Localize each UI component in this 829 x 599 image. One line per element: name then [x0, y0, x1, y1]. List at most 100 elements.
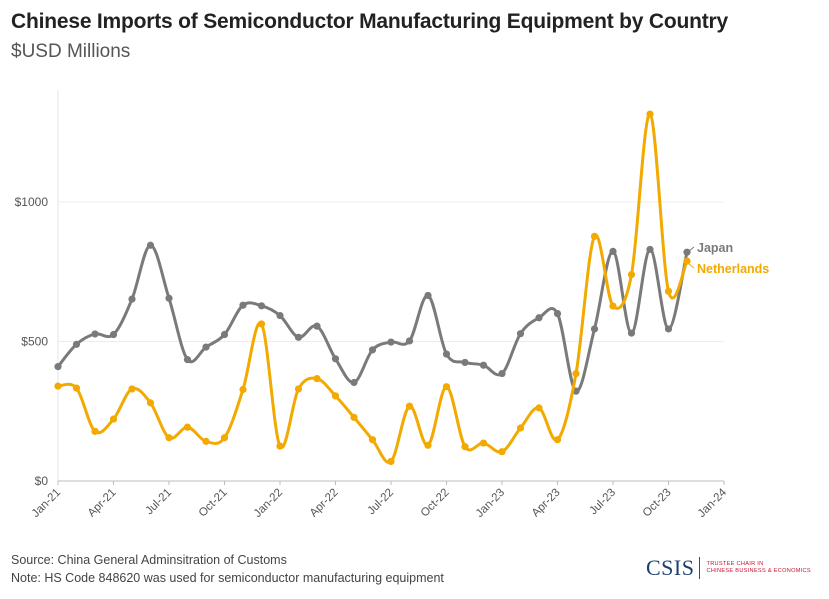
- data-point-japan: [424, 291, 432, 300]
- data-point-netherlands: [479, 439, 488, 447]
- data-point-netherlands: [276, 442, 284, 450]
- data-point-japan: [368, 346, 377, 354]
- data-point-japan: [461, 358, 469, 367]
- data-point-netherlands: [405, 402, 414, 410]
- label-connector-japan: [688, 246, 695, 252]
- data-point-japan: [590, 325, 599, 333]
- data-point-netherlands: [313, 375, 321, 383]
- x-tick-label: Apr-22: [308, 487, 341, 520]
- data-point-netherlands: [461, 443, 469, 451]
- data-point-japan: [405, 337, 414, 345]
- data-point-japan: [387, 338, 395, 346]
- data-point-netherlands: [627, 270, 636, 279]
- data-point-netherlands: [553, 436, 562, 444]
- data-point-japan: [239, 301, 247, 309]
- x-tick-label: Jul-21: [143, 487, 174, 518]
- data-point-japan: [313, 322, 321, 330]
- methodology-note: Note: HS Code 848620 was used for semico…: [11, 571, 444, 585]
- data-point-japan: [202, 343, 210, 351]
- data-point-japan: [664, 325, 673, 333]
- data-point-japan: [609, 247, 617, 255]
- data-point-netherlands: [128, 385, 136, 393]
- data-point-netherlands: [350, 413, 358, 421]
- data-point-netherlands: [442, 383, 451, 391]
- data-point-japan: [183, 356, 192, 364]
- y-tick-label: $500: [21, 335, 48, 349]
- data-point-netherlands: [590, 232, 599, 240]
- data-point-netherlands: [183, 423, 192, 431]
- y-tick-label: $1000: [15, 195, 49, 209]
- data-point-japan: [646, 245, 654, 254]
- data-point-netherlands: [331, 392, 340, 400]
- data-point-netherlands: [165, 434, 173, 442]
- csis-logo: CSIS TRUSTEE CHAIR IN CHINESE BUSINESS &…: [646, 553, 811, 583]
- data-point-japan: [109, 330, 118, 339]
- x-tick-label: Jul-22: [365, 487, 396, 518]
- data-point-netherlands: [294, 385, 303, 393]
- data-point-netherlands: [109, 415, 118, 423]
- data-point-japan: [350, 378, 358, 387]
- data-point-netherlands: [498, 448, 506, 456]
- data-point-netherlands: [387, 457, 395, 466]
- series-label-japan: Japan: [697, 241, 733, 255]
- data-point-japan: [276, 311, 284, 320]
- data-point-netherlands: [146, 399, 155, 407]
- label-connector-netherlands: [688, 263, 695, 269]
- data-point-japan: [257, 302, 266, 310]
- data-point-japan: [165, 294, 173, 302]
- data-point-netherlands: [516, 424, 525, 432]
- x-tick-label: Jan-23: [474, 487, 507, 520]
- data-point-japan: [54, 363, 62, 371]
- logo-wordmark: CSIS: [646, 555, 695, 580]
- data-point-japan: [91, 330, 99, 338]
- source-note: Source: China General Adminsitration of …: [11, 553, 287, 567]
- data-point-netherlands: [646, 110, 654, 118]
- data-point-netherlands: [257, 320, 266, 328]
- data-point-japan: [479, 361, 488, 369]
- x-tick-label: Apr-23: [530, 487, 563, 520]
- logo-tagline-line1: TRUSTEE CHAIR IN: [706, 561, 764, 567]
- data-point-japan: [553, 310, 562, 318]
- data-point-netherlands: [368, 436, 377, 444]
- logo-divider: [699, 557, 701, 579]
- data-point-netherlands: [683, 257, 691, 265]
- y-tick-label: $0: [35, 474, 49, 488]
- series-line-netherlands: [56, 112, 689, 464]
- data-point-japan: [331, 355, 340, 363]
- data-point-netherlands: [202, 437, 210, 445]
- chart-subtitle: $USD Millions: [11, 41, 131, 62]
- x-tick-label: Jul-23: [587, 487, 618, 518]
- logo-tagline-line2: CHINESE BUSINESS & ECONOMICS: [706, 568, 811, 574]
- data-point-japan: [498, 369, 506, 378]
- data-point-japan: [683, 248, 691, 256]
- x-tick-label: Apr-21: [86, 487, 119, 520]
- data-point-japan: [627, 329, 636, 337]
- x-tick-label: Jan-21: [30, 487, 63, 520]
- data-point-japan: [516, 330, 525, 338]
- x-tick-label: Jan-22: [252, 487, 285, 520]
- data-point-japan: [220, 330, 229, 339]
- data-point-netherlands: [54, 382, 62, 390]
- data-point-japan: [294, 333, 303, 341]
- data-point-netherlands: [572, 369, 580, 378]
- data-point-japan: [535, 314, 543, 322]
- data-point-netherlands: [220, 434, 229, 442]
- data-point-japan: [128, 295, 136, 303]
- data-point-netherlands: [535, 404, 543, 412]
- data-point-netherlands: [609, 302, 617, 310]
- x-tick-label: Oct-23: [641, 487, 674, 520]
- logo-tagline: TRUSTEE CHAIR IN CHINESE BUSINESS & ECON…: [706, 561, 810, 575]
- x-tick-label: Oct-21: [197, 487, 230, 520]
- x-tick-label: Oct-22: [419, 487, 452, 520]
- data-point-netherlands: [424, 441, 432, 449]
- series-line-japan: [56, 243, 689, 393]
- data-point-netherlands: [91, 427, 99, 435]
- x-tick-label: Jan-24: [696, 486, 730, 520]
- data-point-netherlands: [239, 385, 247, 394]
- data-point-japan: [442, 350, 451, 358]
- chart-title: Chinese Imports of Semiconductor Manufac…: [11, 10, 728, 33]
- data-point-netherlands: [664, 287, 673, 295]
- data-point-japan: [146, 241, 155, 249]
- data-point-japan: [72, 340, 81, 348]
- line-chart: $0 $500 $1000 Jan-21 Apr-21 Jul-21 Oct-21 Jan-2…: [15, 90, 769, 520]
